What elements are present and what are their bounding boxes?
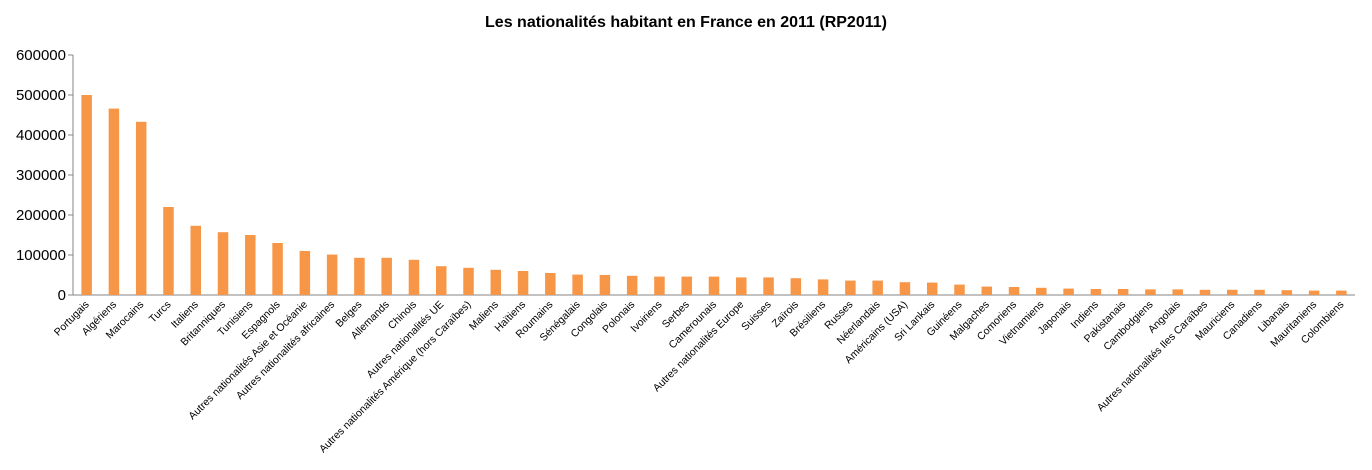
bar	[108, 108, 120, 295]
y-tick-label: 100000	[16, 247, 66, 264]
bar	[981, 286, 993, 295]
y-tick-label: 400000	[16, 127, 66, 144]
bar	[299, 251, 311, 295]
bar	[1281, 290, 1293, 295]
bar	[81, 95, 92, 295]
bar	[654, 276, 665, 295]
bar	[1145, 289, 1156, 295]
bar	[708, 276, 720, 295]
bar	[1036, 287, 1047, 295]
bar	[463, 267, 474, 295]
y-tick-label: 0	[58, 287, 66, 304]
bar	[272, 243, 283, 295]
bar	[245, 235, 256, 295]
bar	[817, 279, 829, 295]
bar	[1063, 288, 1074, 295]
bar	[845, 280, 856, 295]
bar	[408, 259, 420, 295]
bar	[1117, 289, 1129, 295]
bar	[1254, 289, 1265, 295]
bar	[763, 277, 774, 295]
y-axis-ticks: 0 100000 200000 300000 400000 500000 600000	[16, 47, 73, 304]
x-tick-label: Suisses	[739, 299, 773, 333]
bar	[736, 277, 747, 295]
bar	[872, 280, 883, 295]
bar	[435, 266, 447, 295]
bar	[1199, 289, 1211, 295]
y-tick-label: 500000	[16, 87, 66, 104]
bar	[1308, 290, 1320, 295]
bar	[1090, 289, 1102, 295]
bar	[1008, 287, 1020, 295]
chart-title: Les nationalités habitant en France en 2…	[485, 14, 887, 31]
y-tick-label: 600000	[16, 47, 66, 64]
bar	[326, 254, 338, 295]
bar	[599, 275, 611, 295]
bar	[517, 271, 529, 295]
bar	[790, 278, 802, 295]
y-tick-label: 300000	[16, 167, 66, 184]
chart-axes	[72, 55, 1355, 296]
bars-group	[81, 95, 1347, 295]
bar	[381, 257, 392, 295]
y-tick-label: 200000	[16, 207, 66, 224]
bar	[490, 269, 502, 295]
bar	[572, 274, 583, 295]
bar	[1172, 289, 1183, 295]
bar	[899, 282, 911, 295]
bar	[190, 225, 201, 295]
bar	[926, 282, 938, 295]
bar	[1227, 289, 1238, 295]
bar	[954, 284, 965, 295]
bar	[354, 257, 365, 295]
bar	[163, 207, 174, 295]
bar	[1336, 290, 1347, 295]
bar	[135, 121, 147, 295]
bar	[681, 276, 692, 295]
bar	[626, 275, 638, 295]
bar	[217, 232, 229, 295]
bar	[545, 273, 556, 295]
